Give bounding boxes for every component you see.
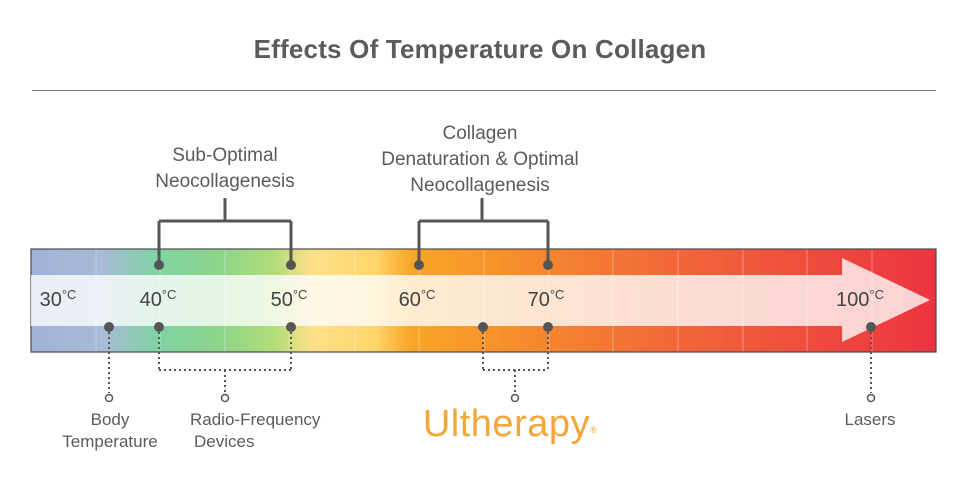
temp-label-100: 100°C	[836, 287, 884, 311]
sub-optimal-line-2: Neocollagenesis	[155, 171, 295, 192]
sub-optimal-label: Sub-Optimal Neocollagenesis	[110, 143, 340, 195]
body-label-line-2: Temperature	[62, 432, 158, 451]
top-markers	[154, 260, 553, 270]
page-title: Effects Of Temperature On Collagen	[253, 34, 707, 64]
title-divider	[32, 90, 936, 91]
body-label-line-1: Body	[90, 410, 130, 429]
optimal-line-2: Denaturation & Optimal	[381, 149, 579, 170]
connector-ends	[104, 393, 876, 403]
dotted-connectors	[108, 332, 872, 393]
ultherapy-logo: Ultherapy®	[422, 403, 598, 445]
rf-label-line-2: Devices	[194, 432, 255, 451]
bottom-markers	[104, 322, 876, 332]
sub-optimal-line-1: Sub-Optimal	[172, 145, 278, 166]
temp-label-70: 70°C	[527, 287, 565, 311]
temp-label-30: 30°C	[39, 287, 77, 311]
lasers-label: Lasers	[844, 410, 896, 429]
radio-frequency-label: Radio-Frequency Devices	[170, 409, 390, 453]
temp-label-50: 50°C	[270, 287, 308, 311]
optimal-bracket	[417, 198, 550, 265]
sub-optimal-bracket	[157, 198, 293, 265]
body-temperature-label: Body Temperature	[40, 409, 180, 453]
rf-label-line-1: Radio-Frequency	[190, 410, 321, 429]
temp-label-60: 60°C	[398, 287, 436, 311]
optimal-line-3: Neocollagenesis	[410, 175, 550, 196]
temp-label-40: 40°C	[139, 287, 177, 311]
optimal-label: Collagen Denaturation & Optimal Neocolla…	[330, 121, 630, 199]
heat-arrow	[31, 258, 930, 342]
optimal-line-1: Collagen	[442, 123, 518, 144]
